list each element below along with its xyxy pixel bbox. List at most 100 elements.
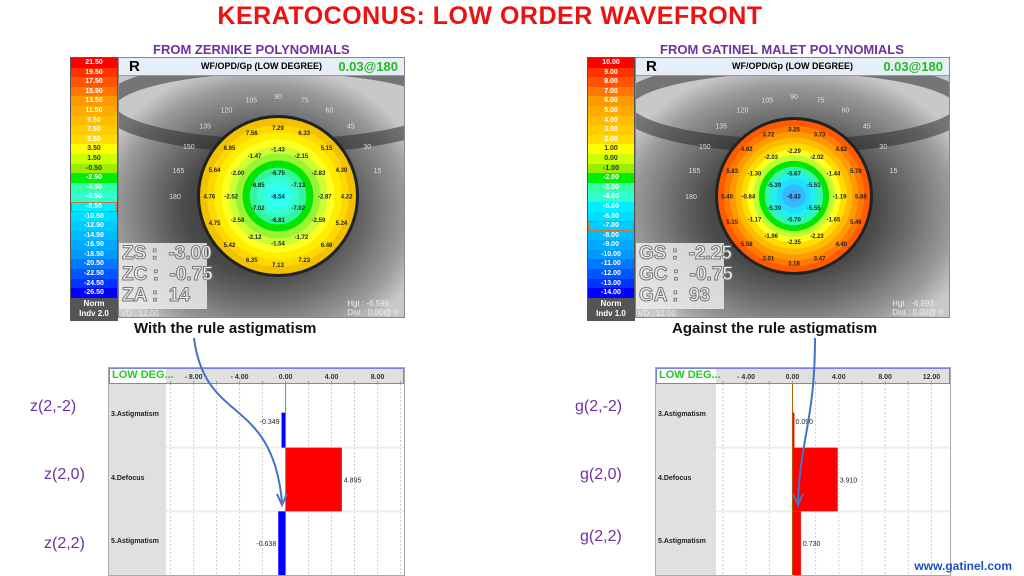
- map-value-label: -2.52: [224, 195, 238, 201]
- bar-value-label: 4.895: [344, 478, 362, 485]
- map-value-label: -6.85: [251, 183, 265, 189]
- map-value-label: 5.15: [726, 220, 738, 226]
- scale-step: 9.00: [588, 67, 634, 78]
- coefficient-chart: 3.Astigmatism 4.Defocus 5.Astigmatism - 8.…: [108, 367, 405, 576]
- map-center-value: -8.54: [271, 195, 285, 201]
- scale-step: 11.50: [71, 105, 117, 116]
- map-value: 0.03@180: [883, 59, 943, 74]
- scale-step: -4.00: [588, 192, 634, 202]
- map-value-label: 5.83: [726, 169, 738, 175]
- row-symbol: g(2,2): [580, 528, 622, 545]
- chart-header-label: LOW DEG...: [112, 369, 174, 381]
- map-value-label: 6.46: [321, 243, 333, 249]
- row-label: 5.Astigmatism: [111, 538, 159, 546]
- scale-step: -13.00: [588, 278, 634, 289]
- caption: Against the rule astigmatism: [672, 320, 878, 337]
- map-value-label: -1.54: [271, 241, 285, 247]
- map-value-label: 7.29: [272, 126, 284, 132]
- scale-step: -9.00: [588, 240, 634, 250]
- angle-label: 180: [169, 194, 181, 201]
- map-value-label: -1.72: [295, 235, 309, 241]
- map-zone: [788, 190, 800, 202]
- scale-step: -16.50: [71, 240, 117, 250]
- eye-map-svg: 180 165 150 135 120 105 90 75 60 45 30 15 7.29 6.33 5.…: [119, 59, 404, 317]
- bar-value-label: 0.730: [803, 541, 821, 548]
- angle-label: 15: [374, 168, 382, 175]
- color-scale: 10.00 9.00 8.00 7.00 6.00 5.00 4.00 3.00 2.00 1.0…: [587, 57, 635, 321]
- map-value-label: 6.35: [246, 258, 258, 264]
- map-title: WF/OPD/Gp (LOW DEGREE): [201, 61, 322, 71]
- map-value-label: 5.88: [855, 195, 867, 201]
- map-header: R WF/OPD/Gp (LOW DEGREE) 0.03@180: [636, 58, 949, 76]
- chart-plot: - 8.00- 4.00 0.00 4.00 8.00-0.3494.895-0.63…: [166, 368, 404, 575]
- map-value-label: 5.15: [321, 146, 333, 152]
- map-value-label: 3.18: [788, 261, 800, 267]
- website-link[interactable]: www.gatinel.com: [914, 559, 1012, 573]
- map-value-label: 7.23: [298, 258, 310, 264]
- tick-label: 4.00: [325, 374, 339, 381]
- tick-label: 8.00: [878, 374, 892, 381]
- scale-step: -6.00: [588, 211, 634, 222]
- scale-step: 7.00: [588, 86, 634, 97]
- scale-step: -18.50: [71, 249, 117, 260]
- row-label: 4.Defocus: [111, 474, 145, 482]
- angle-label: 105: [245, 97, 257, 104]
- coefficient-chart: 3.Astigmatism 4.Defocus 5.Astigmatism - 4.…: [655, 367, 951, 576]
- map-value-label: -5.70: [787, 217, 801, 223]
- map-value-label: -1.43: [271, 148, 285, 154]
- coef-s: GS : -2.25: [639, 243, 733, 265]
- eye-map-svg: 180 165 150 135 120 105 90 75 60 45 30 15 3.25 3.73 4.…: [636, 59, 949, 317]
- page-title: KERATOCONUS: LOW ORDER WAVEFRONT: [217, 2, 763, 30]
- map-value-label: -2.58: [231, 218, 245, 224]
- map-zone: [270, 188, 286, 204]
- row-symbol: z(2,-2): [30, 398, 77, 415]
- wavefront-map: 180 165 150 135 120 105 90 75 60 45 30 15 7.29 6.33 5.…: [118, 57, 405, 318]
- coef-c: GC : -0.75: [639, 264, 734, 286]
- scale-step: -24.50: [71, 278, 117, 289]
- row-symbol: g(2,-2): [575, 398, 623, 415]
- scale-step: -6.50: [71, 192, 117, 202]
- scale-step: 19.50: [71, 67, 117, 78]
- scale-step: 17.50: [71, 77, 117, 87]
- angle-label: 135: [715, 123, 727, 130]
- scale-step: 5.00: [588, 105, 634, 116]
- scale-step: -2.50: [71, 173, 117, 183]
- map-value-label: 5.46: [850, 220, 862, 226]
- map-value-label: 3.25: [788, 128, 800, 134]
- tick-label: 4.00: [832, 374, 846, 381]
- angle-label: 75: [817, 97, 825, 104]
- coefficient-box: ZS : -3.00 ZC : -0.75 ZA : 14: [119, 243, 213, 309]
- scale-step: 2.00: [588, 134, 634, 145]
- height-readout: Hgt : -6.893 Dist : 0.00@ 0: [892, 299, 943, 317]
- bar-value-label: -0.349: [260, 419, 280, 426]
- dist: Dist : 0.00@ 0: [347, 308, 398, 317]
- map-value-label: -6.81: [271, 218, 285, 224]
- angle-label: 30: [363, 144, 371, 151]
- angle-label: 90: [274, 94, 282, 101]
- scale-step: -14.00: [588, 288, 634, 298]
- angle-label: 60: [326, 107, 334, 114]
- map-value: 0.03@180: [338, 59, 398, 74]
- angle-label: 165: [173, 168, 185, 175]
- angle-label: 30: [879, 144, 887, 151]
- scale-step: -14.50: [71, 230, 117, 241]
- map-value-label: 4.62: [741, 147, 753, 153]
- map-value-label: 3.72: [763, 133, 775, 139]
- bar: [792, 511, 801, 575]
- map-value-label: 3.47: [814, 256, 826, 262]
- angle-label: 150: [183, 144, 195, 151]
- map-value-label: -2.83: [312, 171, 326, 177]
- coefficient-box: GS : -2.25 GC : -0.75 GA : 93: [636, 243, 734, 309]
- map-value-label: -2.15: [295, 154, 309, 160]
- scale-step: -20.50: [71, 259, 117, 270]
- map-value-label: -5.39: [767, 183, 781, 189]
- scale-step: -26.50: [71, 288, 117, 298]
- angle-label: 165: [689, 168, 701, 175]
- map-value-label: 4.40: [835, 242, 847, 248]
- map-value-label: 5.58: [741, 242, 753, 248]
- chart-header-label: LOW DEG...: [659, 369, 721, 381]
- scale-step: 7.50: [71, 125, 117, 135]
- scale-step: -8.50: [71, 201, 117, 212]
- coef-s: ZS : -3.00: [122, 243, 213, 265]
- map-value-label: -1.30: [748, 172, 762, 178]
